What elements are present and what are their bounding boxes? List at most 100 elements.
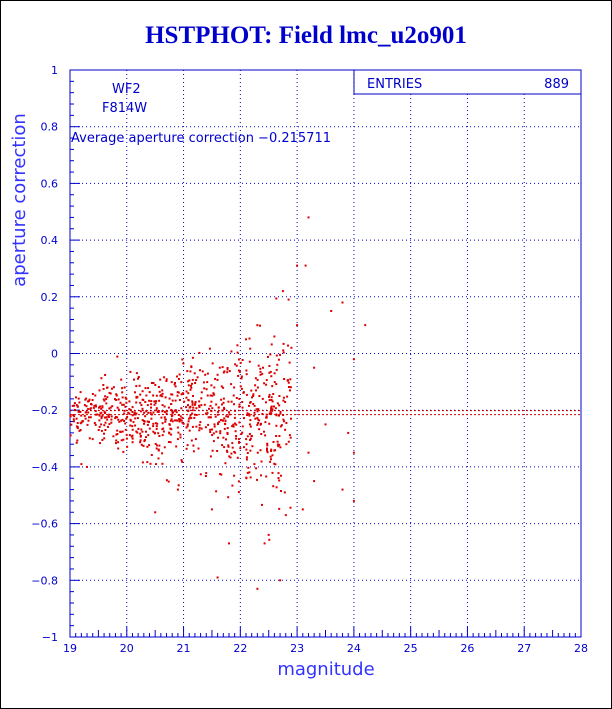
data-point: [252, 403, 255, 405]
y-tick-label: −0.6: [31, 518, 58, 531]
data-point: [222, 371, 225, 374]
data-point: [145, 430, 147, 433]
data-point: [147, 434, 150, 437]
data-point: [238, 370, 241, 373]
data-point: [79, 429, 82, 431]
data-point: [107, 415, 110, 418]
data-point: [246, 452, 249, 454]
data-point: [121, 418, 124, 421]
data-point: [75, 441, 78, 444]
data-point: [150, 406, 152, 409]
data-point: [212, 432, 215, 435]
data-point: [181, 358, 184, 361]
data-point: [280, 490, 282, 492]
x-tick-label: 26: [460, 642, 474, 655]
data-point: [204, 426, 207, 429]
data-point: [195, 425, 198, 428]
x-axis-title: magnitude: [277, 659, 374, 680]
data-point: [117, 441, 120, 444]
data-point: [125, 397, 128, 400]
data-point: [253, 463, 256, 466]
data-point: [352, 499, 355, 502]
data-point: [270, 399, 273, 401]
data-point: [189, 416, 191, 419]
data-point: [282, 399, 285, 402]
data-point: [155, 400, 158, 403]
data-point: [100, 417, 103, 420]
y-tick-label: −0.4: [31, 461, 58, 474]
data-point: [223, 370, 226, 373]
data-point: [104, 429, 107, 431]
data-point: [104, 411, 107, 414]
data-point: [190, 365, 193, 368]
data-point: [98, 419, 101, 422]
data-point: [121, 387, 124, 390]
data-point: [121, 430, 124, 433]
data-point: [280, 474, 282, 477]
data-point: [76, 426, 79, 429]
data-point: [140, 443, 143, 446]
data-point: [164, 418, 167, 421]
data-point: [217, 406, 220, 409]
data-point: [185, 390, 188, 393]
data-point: [248, 360, 251, 363]
data-point: [116, 416, 119, 419]
data-point: [102, 398, 105, 401]
data-point: [155, 409, 158, 412]
data-point: [141, 398, 144, 401]
data-point: [273, 372, 276, 375]
data-point: [269, 411, 272, 414]
grid-lines: [70, 70, 581, 637]
data-point: [101, 406, 104, 409]
data-point: [271, 400, 274, 403]
data-point: [85, 405, 88, 408]
data-point: [266, 451, 269, 454]
data-point: [186, 444, 189, 447]
data-point: [139, 435, 142, 438]
data-point: [238, 397, 241, 400]
data-point: [242, 391, 245, 394]
data-point: [148, 391, 151, 394]
data-point: [118, 420, 121, 423]
data-point: [313, 366, 316, 369]
data-point: [176, 394, 179, 397]
data-point: [192, 395, 194, 397]
data-point: [240, 377, 243, 380]
data-point: [269, 353, 272, 356]
data-point: [290, 346, 293, 349]
data-point: [287, 344, 289, 347]
data-point: [209, 416, 212, 419]
data-point: [142, 420, 145, 422]
data-point: [324, 423, 327, 426]
data-point: [221, 444, 224, 447]
data-point: [272, 485, 275, 488]
data-point: [215, 490, 218, 493]
data-point: [97, 429, 100, 431]
data-point: [155, 407, 158, 410]
data-point: [87, 408, 90, 411]
data-point: [212, 440, 215, 443]
data-point: [161, 410, 164, 413]
data-point: [237, 480, 240, 483]
data-point: [211, 449, 214, 452]
data-point: [283, 378, 286, 380]
data-point: [214, 378, 217, 380]
data-point: [301, 508, 304, 511]
data-point: [282, 342, 285, 345]
data-point: [258, 428, 261, 431]
data-point: [198, 351, 201, 354]
data-point: [235, 397, 238, 399]
data-point: [150, 454, 153, 456]
data-point: [99, 412, 102, 415]
data-point: [233, 386, 236, 389]
data-point: [73, 415, 76, 418]
data-point: [171, 420, 174, 423]
data-point: [211, 407, 214, 410]
data-point: [205, 472, 208, 475]
data-point: [261, 397, 264, 400]
data-point: [259, 367, 262, 370]
data-point: [176, 438, 179, 441]
data-point: [247, 466, 250, 469]
data-point: [275, 383, 278, 386]
